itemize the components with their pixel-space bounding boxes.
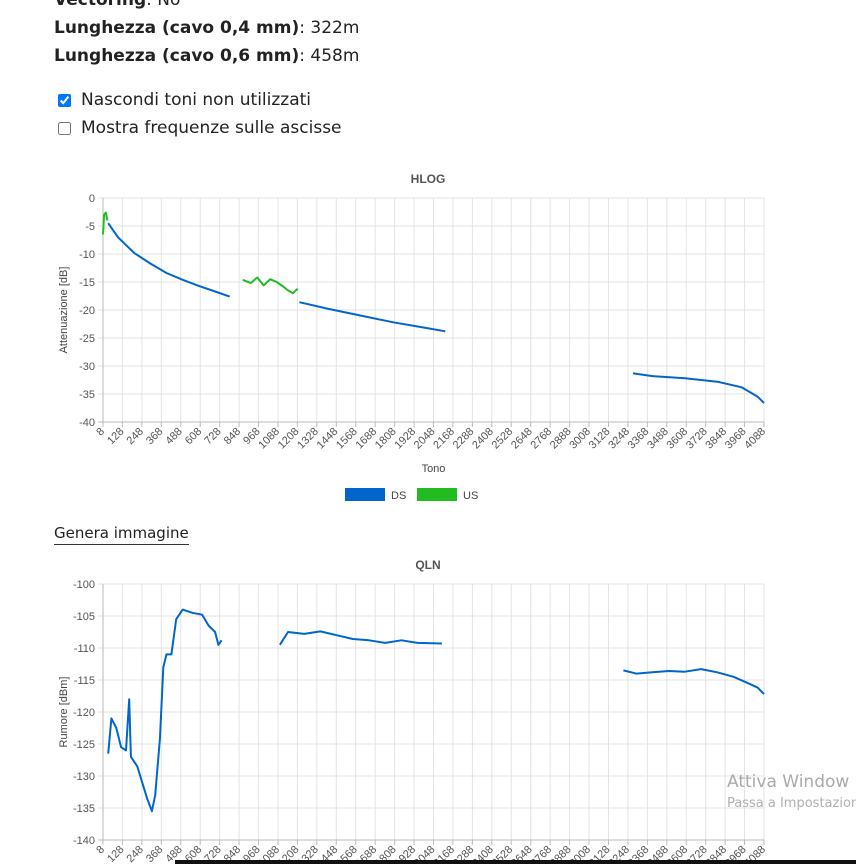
length-04-label: Lunghezza (cavo 0,4 mm): [54, 18, 300, 38]
hide-unused-checkbox[interactable]: [58, 93, 71, 107]
y-tick-label: -10: [79, 249, 95, 261]
x-tick-label: 1688: [353, 426, 379, 452]
x-tick-label: 608: [183, 426, 204, 447]
x-tick-label: 2048: [412, 426, 438, 452]
length-06-value: : 458m: [299, 46, 360, 66]
x-tick-label: 3728: [684, 426, 710, 452]
x-tick-label: 128: [105, 426, 126, 447]
vectoring-value: : No: [146, 0, 181, 10]
y-tick-label: -15: [79, 277, 95, 289]
series-line-ds: [107, 222, 231, 298]
vectoring-info: Vectoring: No: [54, 0, 180, 14]
y-tick-label: -40: [79, 417, 95, 429]
series-line-us: [102, 211, 109, 235]
series-line-us: [242, 276, 299, 295]
x-tick-label: 1448: [315, 426, 341, 452]
length-04-value: : 322m: [299, 18, 360, 38]
x-tick-label: 488: [163, 426, 184, 447]
x-tick-label: 3248: [606, 426, 632, 452]
x-tick-label: 848: [222, 426, 243, 447]
hide-unused-option[interactable]: Nascondi toni non utilizzati: [58, 90, 311, 110]
y-tick-label: -125: [73, 739, 95, 751]
grid: [98, 583, 765, 845]
y-tick-label: -30: [79, 361, 95, 373]
x-tick-label: 1808: [373, 426, 399, 452]
x-axis-label: Tono: [422, 463, 446, 475]
x-tick-label: 3968: [723, 426, 749, 452]
show-freq-option[interactable]: Mostra frequenze sulle ascisse: [58, 118, 342, 138]
x-tick-label: 2408: [470, 426, 496, 452]
y-tick-label: -105: [73, 611, 95, 623]
hlog-chart: 8128248368488608728848968108812081328144…: [58, 193, 768, 502]
y-tick-label: -110: [74, 643, 95, 655]
y-tick-label: -5: [85, 221, 95, 233]
x-tick-label: 1928: [392, 426, 418, 452]
y-tick-label: -130: [73, 771, 95, 783]
x-tick-label: 3608: [665, 426, 691, 452]
y-tick-label: -140: [73, 835, 95, 847]
legend-swatch-ds: [345, 488, 385, 501]
x-tick-label: 3848: [703, 426, 729, 452]
y-tick-label: -135: [73, 803, 95, 815]
x-tick-label: 1568: [334, 426, 360, 452]
x-tick-label: 248: [125, 844, 146, 864]
y-axis-label: Attenuazione [dB]: [58, 267, 70, 354]
x-tick-label: 8: [94, 844, 107, 857]
y-tick-label: -35: [79, 389, 95, 401]
y-tick-label: -20: [79, 305, 95, 317]
x-tick-label: 248: [125, 426, 146, 447]
x-tick-label: 3488: [645, 426, 671, 452]
legend-swatch-us: [417, 488, 457, 501]
qln-title: QLN: [415, 558, 441, 572]
x-tick-label: 2888: [548, 426, 574, 452]
grid: [98, 197, 765, 427]
x-tick-label: 1328: [295, 426, 321, 452]
x-tick-label: 1088: [256, 426, 282, 452]
series-line-ds: [299, 301, 446, 333]
series-line-ds: [632, 372, 765, 404]
legend-label-ds: DS: [391, 490, 406, 502]
y-tick-label: 0: [89, 193, 95, 205]
show-freq-checkbox[interactable]: [58, 121, 71, 135]
x-tick-label: 3128: [587, 426, 613, 452]
x-tick-label: 3368: [626, 426, 652, 452]
length-06-label: Lunghezza (cavo 0,6 mm): [54, 46, 300, 66]
taskbar: [175, 860, 856, 864]
series-line-ds: [107, 608, 223, 813]
series-line-ds: [623, 668, 765, 695]
series-line-ds: [279, 630, 442, 646]
x-tick-label: 8: [94, 426, 107, 439]
y-tick-label: -120: [73, 707, 95, 719]
y-axis-label: Rumore [dBm]: [58, 677, 70, 748]
length-04-info: Lunghezza (cavo 0,4 mm): 322m: [54, 14, 359, 42]
hlog-title: HLOG: [410, 172, 446, 186]
vectoring-label: Vectoring: [54, 0, 147, 10]
qln-chart: 8128248368488608728848968108812081328144…: [58, 579, 768, 864]
x-tick-label: 368: [144, 844, 165, 864]
legend-label-us: US: [463, 490, 478, 502]
x-tick-label: 2528: [490, 426, 516, 452]
x-tick-label: 368: [144, 426, 165, 447]
show-freq-label: Mostra frequenze sulle ascisse: [81, 118, 342, 138]
x-tick-label: 128: [105, 844, 126, 864]
x-tick-label: 4088: [742, 426, 768, 452]
y-tick-label: -115: [74, 675, 95, 687]
activate-windows-hint: Passa a Impostazion: [727, 796, 856, 811]
x-tick-label: 2168: [431, 426, 457, 452]
generate-image-link[interactable]: Genera immagine: [54, 524, 189, 545]
y-tick-label: -100: [73, 579, 95, 591]
x-tick-label: 2768: [528, 426, 554, 452]
hide-unused-label: Nascondi toni non utilizzati: [81, 90, 312, 110]
activate-windows-watermark: Attiva Window: [727, 772, 850, 792]
x-tick-label: 728: [202, 426, 223, 447]
length-06-info: Lunghezza (cavo 0,6 mm): 458m: [54, 42, 359, 70]
x-tick-label: 2648: [509, 426, 535, 452]
y-tick-label: -25: [79, 333, 95, 345]
x-tick-label: 3008: [567, 426, 593, 452]
x-tick-label: 2288: [451, 426, 477, 452]
x-tick-label: 1208: [276, 426, 302, 452]
